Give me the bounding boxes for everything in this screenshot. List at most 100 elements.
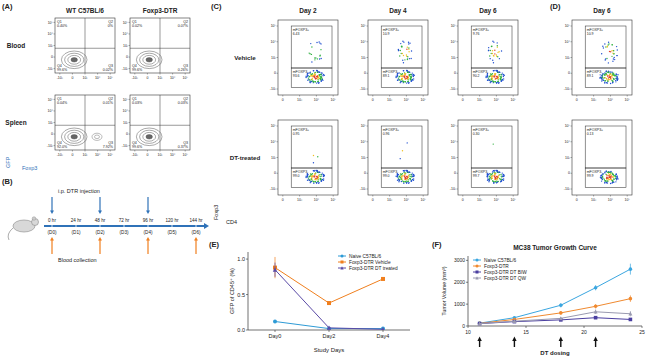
event-dot — [316, 70, 317, 71]
tick — [513, 195, 514, 197]
event-dot — [610, 176, 611, 177]
gate-value: 90.2 — [473, 74, 480, 78]
event-dot — [311, 75, 312, 76]
flow-plot: mFOXP3+0.96mFOXP3-99.0010³10⁴10⁵-10³010³… — [360, 120, 428, 202]
quadrant-value: 0.01% — [103, 101, 114, 105]
event-dot — [319, 172, 320, 173]
tick-label: 10³ — [477, 198, 483, 202]
event-dot — [612, 173, 613, 174]
tick — [129, 33, 131, 34]
event-dot — [616, 78, 617, 79]
event-dot — [401, 46, 402, 47]
tick-label: 1000 — [454, 301, 465, 307]
event-dot — [502, 74, 503, 75]
event-dot — [495, 81, 496, 82]
event-dot — [405, 178, 406, 179]
timeline-tick — [148, 224, 149, 228]
tick — [389, 195, 390, 197]
event-dot — [403, 172, 404, 173]
event-dot — [487, 175, 488, 176]
event-dot — [500, 79, 501, 80]
event-dot — [397, 74, 398, 75]
event-dot — [610, 172, 611, 173]
event-dot — [409, 178, 410, 179]
gate-value: 9.76 — [473, 32, 480, 36]
tick — [457, 173, 459, 174]
event-dot — [318, 79, 319, 80]
tick — [129, 57, 131, 58]
event-dot — [616, 176, 617, 177]
event-dot — [408, 81, 409, 82]
event-dot — [311, 174, 312, 175]
event-dot — [317, 76, 318, 77]
tick — [457, 73, 459, 74]
tick-label: 0 — [454, 171, 456, 175]
event-dot — [313, 181, 314, 182]
event-dot — [324, 75, 325, 76]
event-dot — [601, 180, 602, 181]
plot-frame — [278, 120, 338, 195]
event-dot — [407, 177, 408, 178]
event-dot — [309, 179, 310, 180]
event-dot — [611, 80, 612, 81]
event-dot — [401, 174, 402, 175]
event-dot — [410, 174, 411, 175]
event-dot — [606, 58, 607, 59]
gate-value: 93.6 — [293, 74, 300, 78]
event-dot — [493, 81, 494, 82]
event-dot — [500, 181, 501, 182]
tick — [282, 95, 283, 97]
event-dot — [499, 178, 500, 179]
panel-label: (A) — [2, 2, 13, 11]
event-dot — [402, 53, 403, 54]
tick — [367, 26, 369, 27]
event-dot — [404, 74, 405, 75]
event-dot — [615, 176, 616, 177]
tick-label: 10⁵ — [565, 24, 571, 28]
event-dot — [407, 72, 408, 73]
tick-label: 10⁵ — [108, 153, 114, 157]
tick — [246, 330, 248, 331]
event-dot — [316, 42, 317, 43]
event-dot — [407, 172, 408, 173]
event-dot — [497, 71, 498, 72]
event-dot — [612, 74, 613, 75]
event-dot — [604, 171, 605, 172]
event-dot — [412, 174, 413, 175]
marker — [594, 316, 598, 320]
event-dot — [318, 81, 319, 82]
dosing-arrow — [595, 340, 596, 347]
event-dot — [609, 75, 610, 76]
event-dot — [310, 181, 311, 182]
event-dot — [615, 75, 616, 76]
event-dot — [402, 81, 403, 82]
legend-text: Foxp3-DTR DT QW — [484, 276, 526, 281]
timeline-tick — [100, 224, 101, 228]
event-dot — [408, 72, 409, 73]
event-dot — [318, 177, 319, 178]
event-dot — [309, 79, 310, 80]
event-dot — [323, 175, 324, 176]
gate — [585, 126, 626, 168]
tick-label: 10⁴ — [95, 153, 101, 157]
event-dot — [413, 174, 414, 175]
tick — [277, 57, 279, 58]
quadrant-value: 0.40% — [57, 24, 68, 28]
tick-label: 10⁴ — [494, 98, 500, 102]
event-dot — [493, 82, 494, 83]
event-dot — [398, 50, 399, 51]
marker — [629, 267, 633, 271]
event-dot — [312, 180, 313, 181]
event-dot — [600, 177, 601, 178]
event-dot — [492, 78, 493, 79]
event-dot — [608, 175, 609, 176]
event-dot — [491, 176, 492, 177]
tick — [627, 195, 628, 197]
event-dot — [305, 177, 306, 178]
quadrant-value: 99.6% — [132, 68, 143, 72]
event-dot — [408, 172, 409, 173]
event-dot — [401, 178, 402, 179]
event-dot — [613, 78, 614, 79]
event-dot — [491, 74, 492, 75]
event-dot — [311, 46, 312, 47]
